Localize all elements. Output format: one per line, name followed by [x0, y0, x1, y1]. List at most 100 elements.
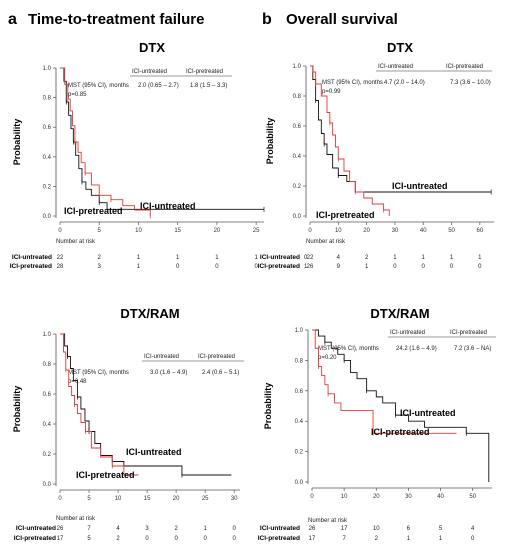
risk-table-title: Number at risk — [308, 518, 348, 524]
risk-value: 0 — [174, 536, 178, 542]
stats-pretreated: 1.8 (1.5 – 3.3) — [190, 83, 227, 89]
risk-value: 0 — [233, 526, 237, 532]
risk-value: 0 — [393, 264, 397, 270]
x-tick-label: 20 — [363, 228, 370, 234]
curve-label: ICI-untreated — [140, 201, 196, 211]
risk-value: 1 — [137, 264, 141, 270]
stats-label: MST (95% CI), months — [322, 80, 383, 86]
risk-table-title: Number at risk — [306, 239, 346, 245]
stats-pretreated: 2.4 (0.6 – 5.1) — [202, 370, 239, 376]
x-tick-label: 10 — [335, 228, 342, 234]
risk-prefix: 1 — [304, 264, 308, 270]
risk-value: 1 — [365, 264, 369, 270]
km-curve-ici-untreated — [312, 329, 490, 482]
x-tick-label: 30 — [405, 494, 412, 500]
stats-untreated: 24.2 (1.6 – 4.9) — [396, 346, 437, 352]
risk-value: 0 — [450, 264, 454, 270]
curve-label: ICI-pretreated — [64, 206, 123, 216]
risk-value: 7 — [87, 526, 91, 532]
panel-title: DTX/RAM — [370, 306, 429, 321]
x-tick-label: 15 — [174, 228, 181, 234]
y-tick-label: 1.0 — [43, 66, 52, 72]
risk-value: 9 — [337, 264, 341, 270]
x-tick-label: 40 — [437, 494, 444, 500]
risk-value: 1 — [215, 255, 219, 261]
y-tick-label: 0.2 — [43, 184, 52, 190]
km-curve-ici-pretreated — [310, 65, 390, 216]
stats-header-untreated: ICI-untreated — [132, 69, 167, 75]
risk-value: 1 — [439, 536, 443, 542]
curve-label: ICI-untreated — [392, 181, 448, 191]
stats-header-untreated: ICI-untreated — [390, 330, 425, 336]
risk-value: 0 — [145, 536, 149, 542]
risk-value: 5 — [87, 536, 91, 542]
y-tick-label: 0.0 — [293, 214, 302, 220]
risk-value: 4 — [116, 526, 120, 532]
risk-value: 0 — [203, 536, 207, 542]
y-tick-label: 0.4 — [293, 154, 302, 160]
km-curve-ici-pretreated — [312, 329, 457, 434]
x-tick-label: 40 — [420, 228, 427, 234]
y-tick-label: 0.6 — [43, 125, 52, 131]
section-letter-a: a — [8, 11, 17, 28]
x-tick-label: 50 — [448, 228, 455, 234]
risk-value: 0 — [215, 264, 219, 270]
panel-title: DTX/RAM — [120, 306, 179, 321]
x-tick-label: 50 — [469, 494, 476, 500]
y-tick-label: 0.4 — [295, 419, 304, 425]
risk-value: 4 — [337, 255, 341, 261]
risk-value: 1 — [393, 255, 397, 261]
risk-value: 26 — [307, 264, 314, 270]
x-tick-label: 5 — [98, 228, 102, 234]
risk-value: 22 — [57, 255, 64, 261]
stats-label: MST (95% CI), months — [68, 370, 129, 376]
risk-value: 1 — [137, 255, 141, 261]
risk-value: 17 — [341, 526, 348, 532]
risk-row-label: ICI-untreated — [260, 254, 300, 261]
stats-label: MST (95% CI), months — [318, 346, 379, 352]
stats-label: MST (95% CI), months — [68, 83, 129, 89]
y-axis-label: Probability — [263, 383, 273, 430]
x-tick-label: 5 — [87, 496, 91, 502]
p-value: p=0.85 — [68, 92, 87, 98]
y-tick-label: 0.2 — [293, 184, 302, 190]
risk-value: 2 — [98, 255, 102, 261]
y-tick-label: 0.0 — [43, 214, 52, 220]
y-axis-label: Probability — [12, 386, 22, 433]
panel-title: DTX — [139, 40, 165, 55]
x-tick-label: 10 — [341, 494, 348, 500]
risk-row-label: ICI-pretreated — [258, 535, 300, 542]
y-tick-label: 0.4 — [43, 155, 52, 161]
curve-label: ICI-pretreated — [76, 470, 135, 480]
risk-value: 26 — [57, 526, 64, 532]
x-tick-label: 15 — [144, 496, 151, 502]
risk-row-label: ICI-untreated — [260, 525, 300, 532]
x-tick-label: 20 — [214, 228, 221, 234]
stats-pretreated: 7.2 (3.6 – NA) — [454, 346, 491, 352]
x-tick-label: 10 — [115, 496, 122, 502]
risk-value: 26 — [309, 526, 316, 532]
risk-value: 1 — [478, 255, 482, 261]
risk-value: 2 — [375, 536, 379, 542]
risk-table-title: Number at risk — [56, 239, 96, 245]
risk-value: 2 — [174, 526, 178, 532]
risk-prefix: 0 — [304, 255, 308, 261]
y-tick-label: 1.0 — [295, 328, 304, 334]
y-tick-label: 0.8 — [293, 94, 302, 100]
x-tick-label: 0 — [58, 496, 62, 502]
risk-row-label: ICI-untreated — [12, 254, 52, 261]
risk-value: 2 — [116, 536, 120, 542]
y-axis-label: Probability — [265, 118, 275, 165]
curve-label: ICI-pretreated — [316, 210, 375, 220]
stats-header-pretreated: ICI-pretreated — [446, 64, 483, 70]
stats-header-pretreated: ICI-pretreated — [198, 354, 235, 360]
risk-value: 0 — [422, 264, 426, 270]
y-tick-label: 0.8 — [43, 96, 52, 102]
x-tick-label: 20 — [373, 494, 380, 500]
risk-value: 0 — [478, 264, 482, 270]
p-value: p=0.20 — [318, 355, 337, 361]
risk-value: 0 — [176, 264, 180, 270]
